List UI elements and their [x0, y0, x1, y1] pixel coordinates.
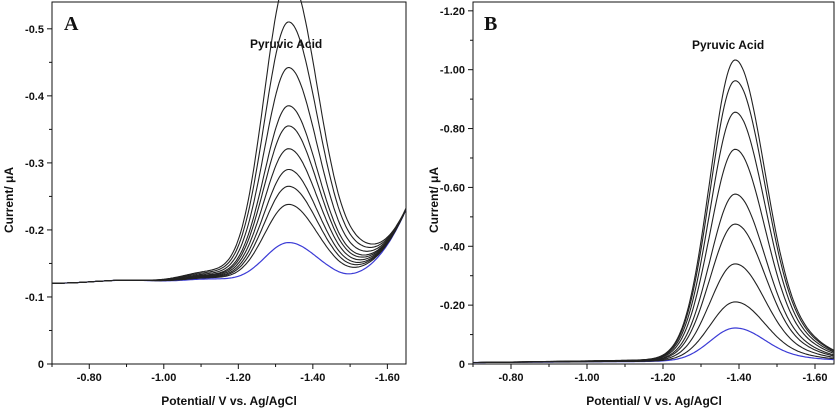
xtick-label: -1.00 [151, 372, 176, 384]
series-line-a-9 [52, 21, 407, 284]
series-line-a-7 [52, 105, 407, 284]
xtick-label: -1.20 [226, 372, 251, 384]
ylabel-a: Current/ μA [2, 167, 16, 233]
xlabel-a: Potential/ V vs. Ag/AgCl [161, 394, 297, 408]
ytick-label: -0.4 [25, 91, 45, 103]
ytick-label: -1.00 [440, 65, 465, 77]
ticks-a: -0.80 -1.00 -1.20 -1.40 -1.60 0 -0.1 -0.2 -0.3 -0… [25, 24, 400, 384]
ytick-label: -0.2 [25, 225, 44, 237]
ytick-label: -1.20 [440, 6, 465, 18]
panel-letter-b: B [484, 13, 497, 35]
ticks-b: -0.80 -1.00 -1.20 -1.40 -1.60 0 -0.20 -0.40 -0.6… [440, 6, 828, 384]
curves-a [52, 0, 407, 284]
panel-b: B Pyruvic Acid Potential/ V vs. Ag/AgCl … [427, 1, 835, 408]
plot-frame-a [51, 1, 407, 365]
series-line-a-5 [52, 148, 407, 284]
xtick-label: -1.60 [802, 372, 827, 384]
ytick-label: 0 [459, 359, 465, 371]
annotation-a: Pyruvic Acid [250, 37, 322, 51]
series-line-b-8 [473, 80, 835, 364]
series-line-b-1 [473, 327, 835, 364]
ytick-label: -0.5 [25, 24, 44, 36]
panel-a: A Pyruvic Acid Potential/ V vs. Ag/AgCl … [2, 0, 407, 408]
curves-b [473, 59, 835, 364]
series-line-b-4 [473, 223, 835, 364]
series-line-b-6 [473, 148, 835, 364]
xlabel-b: Potential/ V vs. Ag/AgCl [586, 394, 722, 408]
ytick-label: -0.20 [440, 300, 465, 312]
panel-letter-a: A [64, 13, 79, 35]
ytick-label: -0.80 [440, 124, 465, 136]
ytick-label: 0 [38, 359, 44, 371]
xtick-label: -0.80 [77, 372, 102, 384]
xtick-label: -0.80 [498, 372, 523, 384]
xtick-label: -1.40 [726, 372, 751, 384]
xtick-label: -1.60 [375, 372, 400, 384]
series-line-b-5 [473, 193, 835, 364]
xtick-label: -1.20 [650, 372, 675, 384]
xtick-label: -1.40 [300, 372, 325, 384]
ytick-label: -0.1 [25, 292, 44, 304]
series-line-b-9 [473, 59, 835, 364]
series-line-a-1 [52, 209, 407, 284]
plot-frame-b [472, 1, 835, 365]
ytick-label: -0.3 [25, 158, 44, 170]
ylabel-b: Current/ μA [427, 167, 441, 233]
series-line-a-10 [52, 0, 407, 284]
xtick-label: -1.00 [574, 372, 599, 384]
ytick-label: -0.60 [440, 182, 465, 194]
series-line-b-3 [473, 263, 835, 364]
annotation-b: Pyruvic Acid [692, 38, 764, 52]
ytick-label: -0.40 [440, 241, 465, 253]
